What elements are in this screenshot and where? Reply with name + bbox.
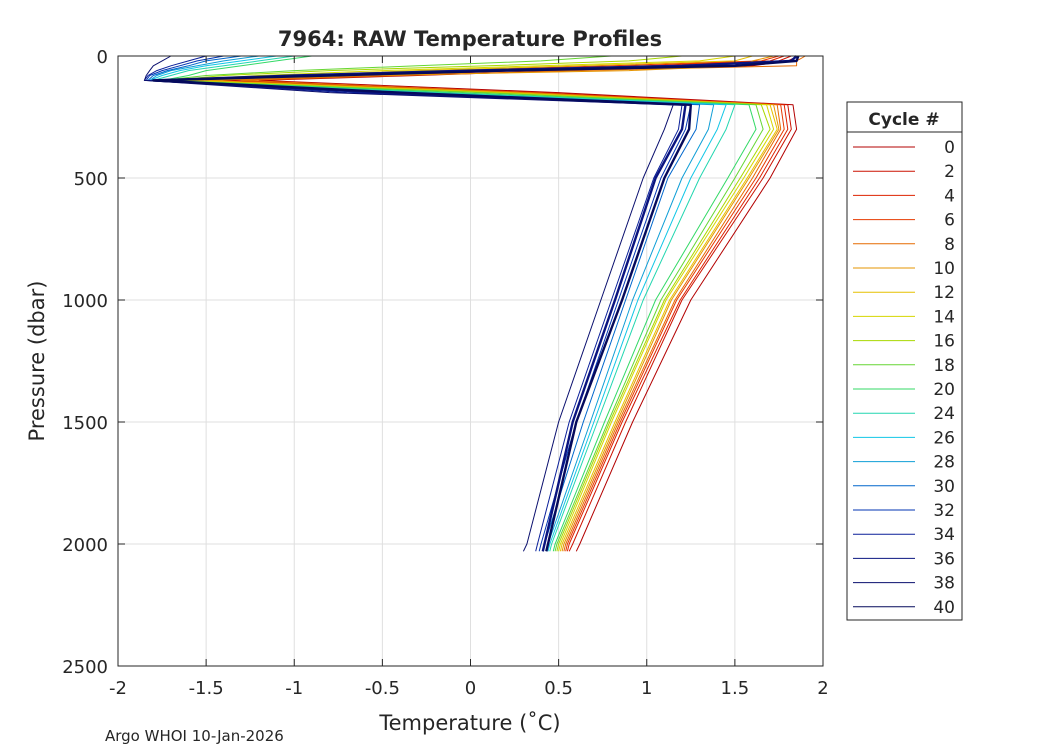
profile-line-cycle-6: [188, 55, 785, 552]
legend-label-cycle-2: 2: [944, 162, 955, 182]
profile-line-cycle-26: [149, 55, 727, 552]
x-tick-label: 2: [817, 678, 828, 699]
y-axis-label: Pressure (dbar): [25, 281, 49, 442]
profile-line-cycle-10: [205, 55, 780, 552]
y-tick-label: 500: [74, 169, 108, 190]
legend-label-cycle-24: 24: [933, 404, 955, 424]
y-tick-label: 0: [97, 47, 108, 68]
profile-line-cycle-40: [152, 55, 800, 552]
x-tick-label: 1.5: [721, 678, 750, 699]
legend-label-cycle-6: 6: [944, 211, 955, 231]
profile-line-cycle-24: [152, 55, 736, 552]
x-tick-label: 0.5: [544, 678, 573, 699]
legend-label-cycle-26: 26: [933, 428, 955, 448]
x-tick-label: -1.5: [189, 678, 224, 699]
profile-line-cycle-8: [240, 55, 806, 552]
chart-title: 7964: RAW Temperature Profiles: [278, 27, 662, 51]
y-tick-label: 1000: [62, 291, 108, 312]
x-axis-ticks: -2 -1.5 -1 -0.5 0 0.5 1 1.5 2: [109, 56, 829, 699]
y-tick-label: 2500: [62, 657, 108, 678]
legend-label-cycle-16: 16: [933, 332, 955, 352]
legend-label-cycle-30: 30: [933, 477, 955, 497]
legend-label-cycle-18: 18: [933, 356, 955, 376]
legend-label-cycle-32: 32: [933, 501, 955, 521]
legend-label-cycle-14: 14: [933, 307, 955, 327]
x-tick-label: 1: [641, 678, 652, 699]
profile-line-cycle-4: [205, 55, 789, 552]
legend-label-cycle-40: 40: [933, 598, 955, 618]
y-axis-ticks: 0 500 1000 1500 2000 2500: [62, 47, 823, 678]
legend-label-cycle-10: 10: [933, 259, 955, 279]
y-tick-label: 1500: [62, 413, 108, 434]
y-tick-label: 2000: [62, 535, 108, 556]
legend-label-cycle-12: 12: [933, 283, 955, 303]
profile-line-cycle-2: [223, 55, 792, 552]
legend-box: [846, 101, 963, 621]
x-tick-label: -2: [109, 678, 127, 699]
x-tick-label: -0.5: [365, 678, 400, 699]
profile-line-cycle-20: [161, 55, 757, 552]
footer-credit: Argo WHOI 10-Jan-2026: [105, 727, 284, 745]
legend: Cycle # 02468101214161820242628303234363…: [846, 101, 963, 621]
profile-line-cycle-18: [161, 55, 764, 552]
profile-line-cycle-38: [143, 55, 674, 552]
legend-label-cycle-8: 8: [944, 235, 955, 255]
profile-lines: [143, 55, 806, 552]
grid-lines: [117, 55, 824, 667]
profile-line-cycle-14: [170, 55, 775, 552]
profile-line-cycle-28: [149, 55, 715, 552]
legend-title: Cycle #: [868, 110, 939, 130]
legend-label-cycle-0: 0: [944, 138, 955, 158]
profile-line-cycle-36: [152, 55, 798, 552]
legend-label-cycle-28: 28: [933, 453, 955, 473]
legend-label-cycle-20: 20: [933, 380, 955, 400]
x-tick-label: 0: [465, 678, 476, 699]
legend-label-cycle-34: 34: [933, 525, 955, 545]
legend-label-cycle-4: 4: [944, 186, 955, 206]
profile-line-cycle-0: [258, 55, 799, 552]
x-axis-label: Temperature (˚C): [378, 711, 560, 735]
legend-label-cycle-36: 36: [933, 549, 955, 569]
x-tick-label: -1: [285, 678, 303, 699]
legend-label-cycle-38: 38: [933, 574, 955, 594]
